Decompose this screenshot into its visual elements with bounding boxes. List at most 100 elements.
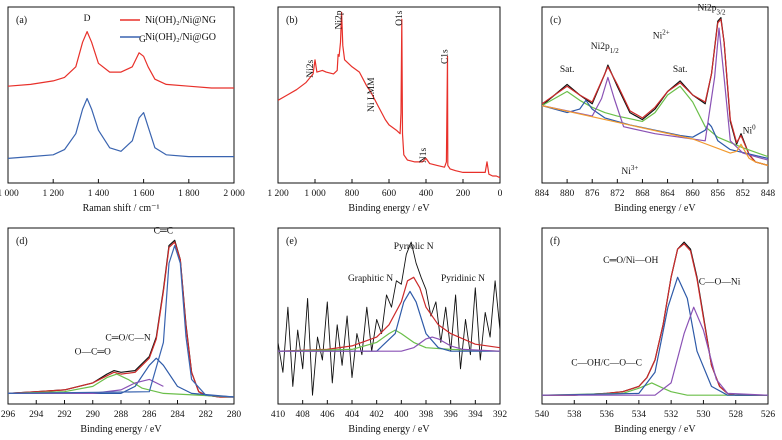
series-line <box>542 382 768 396</box>
x-tick-label: 540 <box>535 410 550 420</box>
peak-annotation: C═C <box>154 226 173 236</box>
x-tick-label: 528 <box>729 410 744 420</box>
panel-label: (c) <box>550 15 561 26</box>
chart-panel: 1 200 1 000 800 600 400 200 0 Binding energy / … <box>267 6 503 214</box>
series-line <box>542 99 768 159</box>
x-tick-label: 856 <box>711 189 726 199</box>
x-tick-label: 404 <box>345 410 360 420</box>
series-line <box>542 27 768 161</box>
legend: Ni(OH)₂/Ni@NG Ni(OH)₂/Ni@GO <box>120 15 216 43</box>
x-tick-label: 288 <box>114 410 129 420</box>
x-tick-label: 1 000 <box>0 189 19 199</box>
chart-panel: 296 294 292 290 288 286 284 282 280 Binding energ… <box>1 226 242 435</box>
peak-annotation: C═O/C—N <box>105 334 150 344</box>
plot-frame <box>7 6 235 184</box>
peak-annotation: C—OH/C—O—C <box>571 358 642 368</box>
chart-panel: 410 408 406 404 402 400 398 396 394 392 Binding en… <box>271 227 508 435</box>
peak-annotation: Ni LMM <box>367 77 377 112</box>
peak-annotation: Ni2p <box>334 10 344 29</box>
x-tick-label: 286 <box>142 410 157 420</box>
x-axis-title: Binding energy / eV <box>614 424 696 435</box>
x-tick-label: 398 <box>419 410 434 420</box>
x-tick-label: 284 <box>170 410 185 420</box>
x-tick-label: 292 <box>57 410 72 420</box>
series-line <box>542 85 768 158</box>
x-tick-label: 800 <box>345 189 360 199</box>
x-tick-label: 2 000 <box>223 189 245 199</box>
x-tick-label: 852 <box>736 189 751 199</box>
series-line <box>278 336 500 352</box>
x-axis-title: Binding energy / eV <box>80 424 162 435</box>
x-tick-label: 848 <box>761 189 776 199</box>
x-tick-label: 282 <box>199 410 214 420</box>
peak-annotation: C—O—Ni <box>699 277 741 287</box>
x-tick-label: 860 <box>686 189 701 199</box>
x-tick-label: 1 400 <box>88 189 110 199</box>
chart-panel: 1 000 1 200 1 400 1 600 1 800 2 000 Raman shif… <box>0 6 245 214</box>
peak-annotation: Ni2s <box>306 60 316 78</box>
plot-frame <box>7 227 235 405</box>
panel-label: (a) <box>16 15 27 26</box>
series-line <box>542 105 768 166</box>
peak-annotation: Sat. <box>673 65 688 75</box>
x-tick-label: 532 <box>664 410 679 420</box>
series-line <box>278 290 500 352</box>
x-tick-label: 1 200 <box>267 189 289 199</box>
peak-annotation: Ni2+ <box>653 29 670 42</box>
x-tick-label: 868 <box>635 189 650 199</box>
panel-label: (f) <box>550 236 560 247</box>
peak-annotation: O1s <box>395 10 405 26</box>
x-tick-label: 408 <box>296 410 311 420</box>
x-tick-label: 1 800 <box>178 189 200 199</box>
peak-annotation: Ni0 <box>743 124 757 137</box>
panel-label: (d) <box>16 236 28 247</box>
series-line <box>542 17 768 166</box>
peak-annotation: D <box>84 14 91 24</box>
x-tick-label: 394 <box>468 410 483 420</box>
x-tick-label: 884 <box>535 189 550 199</box>
series-line <box>8 241 234 398</box>
peak-annotation: N1s <box>419 148 429 164</box>
x-tick-label: 1 200 <box>43 189 65 199</box>
x-axis-title: Raman shift / cm⁻¹ <box>83 203 160 214</box>
peak-annotation: Sat. <box>560 65 575 75</box>
x-tick-label: 410 <box>271 410 286 420</box>
x-tick-label: 538 <box>567 410 582 420</box>
chart-panel: 884 880 876 872 868 864 860 856 852 848 Binding en… <box>535 4 776 214</box>
x-tick-label: 406 <box>320 410 335 420</box>
x-tick-label: 400 <box>394 410 409 420</box>
series-line <box>8 378 164 394</box>
x-axis-title: Binding energy / eV <box>348 203 430 214</box>
peak-annotation: Graphitic N <box>348 274 393 284</box>
series-line <box>8 357 234 398</box>
x-tick-label: 280 <box>227 410 242 420</box>
peak-annotation: G <box>139 35 146 45</box>
x-tick-label: 1 600 <box>133 189 155 199</box>
x-tick-label: 526 <box>761 410 776 420</box>
series-line <box>278 329 500 352</box>
x-tick-label: 600 <box>382 189 397 199</box>
peak-annotation: C═O/Ni—OH <box>603 256 658 266</box>
plot-frame <box>277 227 501 405</box>
x-tick-label: 294 <box>29 410 44 420</box>
x-tick-label: 864 <box>660 189 675 199</box>
peak-annotation: O—C═O <box>75 348 111 358</box>
x-tick-label: 0 <box>498 189 503 199</box>
series-line <box>278 11 500 179</box>
peak-annotation: Ni3+ <box>621 164 638 177</box>
x-tick-label: 400 <box>419 189 434 199</box>
series-line <box>278 276 500 352</box>
plot-frame <box>541 227 769 405</box>
peak-annotation: C1s <box>440 49 450 64</box>
series-line <box>542 306 768 396</box>
panel-label: (b) <box>286 15 298 26</box>
peak-annotation: Ni2p3/2 <box>698 4 726 17</box>
x-tick-label: 1 000 <box>304 189 326 199</box>
x-tick-label: 392 <box>493 410 508 420</box>
legend-entry: Ni(OH)₂/Ni@GO <box>145 32 216 43</box>
series-line <box>278 241 500 396</box>
series-line <box>8 373 234 398</box>
series-line <box>8 31 234 89</box>
chart-panel: 540 538 536 534 532 530 528 526 Binding energy /… <box>535 227 776 435</box>
